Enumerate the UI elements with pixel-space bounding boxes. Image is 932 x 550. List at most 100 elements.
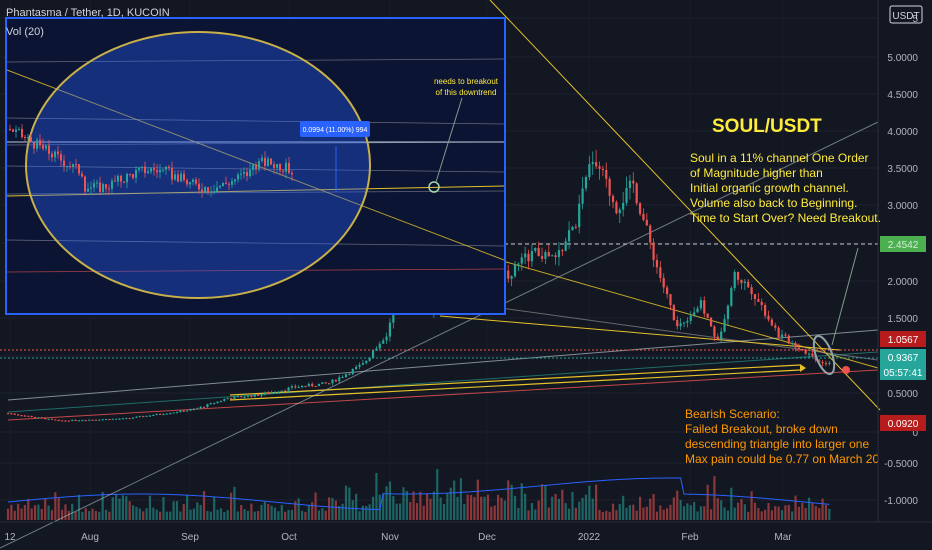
candle-body xyxy=(361,363,364,365)
candle-body xyxy=(155,413,158,416)
volume-bar xyxy=(571,491,574,520)
volume-bar xyxy=(169,511,172,520)
volume-bar xyxy=(257,510,260,520)
inset-candle-body xyxy=(216,187,218,192)
price-tick-label: 4.0000 xyxy=(887,127,918,138)
candle-body xyxy=(6,413,10,415)
inset-candle-body xyxy=(168,166,170,168)
volume-bar xyxy=(395,503,398,520)
candle-body xyxy=(544,252,547,259)
price-tick-label: -1.0000 xyxy=(884,496,918,507)
candle-body xyxy=(273,392,277,394)
volume-bar xyxy=(652,494,655,520)
currency-badge-box[interactable] xyxy=(889,5,923,24)
candle-body xyxy=(179,410,182,413)
time-tick-label: Feb xyxy=(681,532,699,543)
inset-channel-low xyxy=(6,185,505,197)
inset-candle-body xyxy=(99,182,101,192)
volume-bar xyxy=(625,507,628,520)
volume-ma-line xyxy=(7,477,830,511)
volume-bar xyxy=(375,472,378,520)
inset-candle-body xyxy=(264,157,266,166)
candle-body xyxy=(581,188,584,204)
candle-body xyxy=(324,382,327,384)
bear-note-line: Bearish Scenario: xyxy=(685,407,780,421)
volume-bar xyxy=(486,494,490,520)
volume-bar xyxy=(513,495,517,520)
inset-candle-body xyxy=(246,171,248,176)
inset-candle-body xyxy=(150,168,152,172)
volume-bar xyxy=(622,495,625,520)
candle-body xyxy=(709,317,713,327)
candle-body xyxy=(821,361,824,364)
volume-bar xyxy=(797,506,801,520)
bull-note-line: Volume also back to Beginning. xyxy=(690,196,857,210)
price-tag-box xyxy=(880,331,926,347)
inset-candle-body xyxy=(153,168,155,171)
volume-bar xyxy=(409,502,412,520)
volume-bar xyxy=(317,510,321,520)
volume-bar xyxy=(753,502,757,520)
candle-body xyxy=(40,417,43,419)
volume-bar xyxy=(33,505,37,520)
volume-bar xyxy=(699,506,702,520)
inset-candle-body xyxy=(156,170,158,173)
inset-candle-body xyxy=(261,157,263,162)
inset-ellipse xyxy=(25,31,371,299)
inset-candle-body xyxy=(93,183,95,188)
candle-body xyxy=(791,342,794,344)
candle-body xyxy=(37,417,40,419)
volume-bar xyxy=(801,502,804,520)
volume-bar xyxy=(250,503,253,520)
volume-bar xyxy=(165,511,168,520)
inset-candle-body xyxy=(165,166,167,170)
channel-arrow-head xyxy=(800,364,806,372)
time-axis[interactable]: 12 Aug Sep Oct Nov Dec 2022 Feb Mar xyxy=(0,521,932,543)
volume-bar xyxy=(213,496,216,520)
volume-bar xyxy=(219,508,223,520)
volume-bar xyxy=(246,510,250,520)
inset-candle-body xyxy=(240,173,242,175)
candle-body xyxy=(740,279,743,284)
candle-body xyxy=(693,312,696,316)
breakout-point xyxy=(428,181,440,193)
volume-bar xyxy=(466,494,469,520)
candle-body xyxy=(551,255,554,257)
candle-body xyxy=(294,386,297,388)
volume-bar xyxy=(628,505,632,520)
candle-body xyxy=(229,398,233,400)
volume-indicator-label: Vol (20) xyxy=(6,26,44,38)
volume-bar xyxy=(757,508,760,520)
inset-candle-body xyxy=(186,179,188,185)
inset-candle-body xyxy=(12,129,14,132)
inset-candle-body xyxy=(132,174,134,178)
volume-bar xyxy=(236,511,239,520)
currency-badge[interactable]: USDT xyxy=(892,11,919,22)
candle-body xyxy=(104,419,108,421)
candle-body xyxy=(605,169,608,179)
inset-candle-body xyxy=(126,173,128,183)
candle-body xyxy=(192,409,195,411)
candle-body xyxy=(88,419,91,421)
candle-body xyxy=(74,419,77,421)
candle-body xyxy=(591,162,594,165)
inset-candle-body xyxy=(213,191,215,193)
candle-body xyxy=(351,368,354,375)
candle-body xyxy=(118,418,121,420)
volume-bar xyxy=(662,509,665,520)
inset-candle-body xyxy=(252,164,254,170)
volume-bar xyxy=(476,479,479,520)
candle-body xyxy=(175,412,179,414)
candle-body xyxy=(304,385,307,387)
candle-body xyxy=(216,401,219,404)
volume-bar xyxy=(547,507,550,520)
inset-line xyxy=(6,190,505,195)
candle-body xyxy=(209,403,212,405)
volume-bar xyxy=(567,508,571,520)
candle-body xyxy=(263,392,266,395)
volume-bar xyxy=(412,491,415,520)
candle-body xyxy=(57,420,60,422)
inset-candle-body xyxy=(51,153,53,158)
volume-bar xyxy=(828,508,831,520)
